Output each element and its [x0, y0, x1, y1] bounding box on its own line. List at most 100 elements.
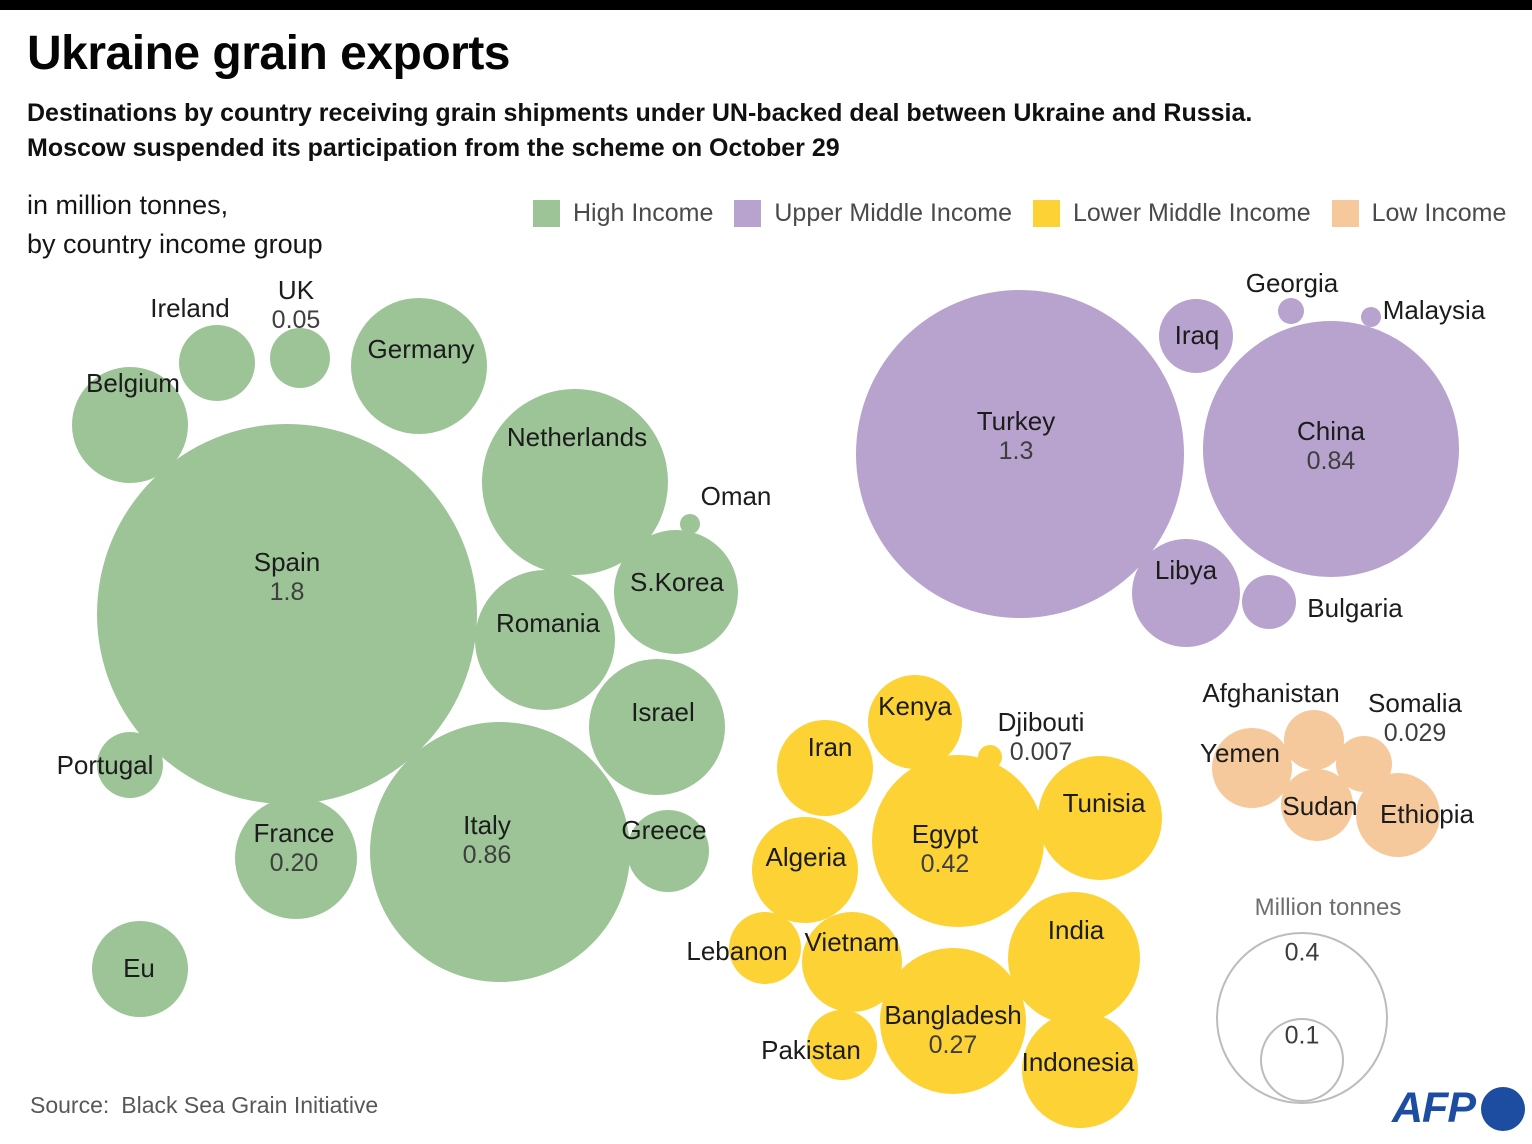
chart-subtitle: Destinations by country receiving grain … [27, 96, 1252, 166]
legend-label-high-income: High Income [573, 199, 714, 227]
bubble-country-name-belgium: Belgium [86, 368, 180, 398]
bubble-country-name-georgia: Georgia [1245, 268, 1339, 298]
subtitle-line-2: Moscow suspended its participation from … [27, 134, 840, 162]
legend-label-lower-middle-income: Lower Middle Income [1072, 199, 1311, 227]
bubble-label-yemen: Yemen [1200, 738, 1280, 768]
bubble-label-eu: Eu [123, 953, 155, 983]
bubble-label-ireland: Ireland [150, 293, 230, 323]
bubble-country-name-malaysia: Malaysia [1382, 295, 1486, 325]
legend-swatch-lower-middle-income [1032, 200, 1060, 227]
bubble-country-name-kenya: Kenya [878, 691, 952, 721]
bubble-value-turkey: 1.3 [998, 437, 1034, 465]
afp-logo-text: AFP [1392, 1084, 1476, 1132]
bubble-country-name-egypt: Egypt [911, 819, 979, 849]
bubble-country-name-india: India [1047, 915, 1105, 945]
legend-item-high-income: High Income [533, 199, 713, 228]
bubble-country-name-yemen: Yemen [1200, 738, 1280, 768]
bubble-label-france: France 0.20 [254, 818, 335, 878]
bubble-sudan [1281, 769, 1353, 841]
bubble-country-name-djibouti: Djibouti [997, 707, 1085, 737]
bubble-country-name-oman: Oman [700, 481, 772, 511]
size-legend-outer-circle [1216, 932, 1388, 1104]
source-line: Source: Black Sea Grain Initiative [30, 1092, 378, 1119]
bubble-label-sudan: Sudan [1282, 791, 1357, 821]
bubble-ethiopia [1356, 773, 1440, 857]
bubble-value-italy: 0.86 [462, 841, 512, 869]
bubble-label-oman: Oman [701, 481, 772, 511]
bubble-tunisia [1038, 756, 1162, 880]
bubble-value-uk: 0.05 [271, 306, 321, 334]
size-legend-value-large: 0.4 [1284, 938, 1320, 967]
units-note-line-2: by country income group [27, 229, 323, 259]
bubble-country-name-ireland: Ireland [150, 293, 230, 323]
bubble-value-china: 0.84 [1306, 447, 1356, 475]
bubble-label-afghanistan: Afghanistan [1202, 678, 1339, 708]
afp-logo: AFP [1392, 1084, 1525, 1133]
bubble-label-iraq: Iraq [1175, 320, 1220, 350]
bubble-israel [589, 659, 725, 795]
bubble-label-georgia: Georgia [1246, 268, 1339, 298]
bubble-france [235, 797, 357, 919]
bubble-label-algeria: Algeria [766, 842, 847, 872]
bubble-label-china: China 0.84 [1297, 416, 1365, 476]
bubble-country-name-uk: UK [277, 275, 315, 305]
bubble-country-name-germany: Germany [367, 334, 475, 364]
bubble-country-name-romania: Romania [495, 608, 601, 638]
legend-item-low-income: Low Income [1331, 199, 1507, 228]
bubble-label-djibouti: Djibouti 0.007 [998, 707, 1085, 767]
legend-label-upper-middle-income: Upper Middle Income [774, 199, 1012, 227]
bubble-value-spain: 1.8 [269, 578, 305, 606]
bubble-country-name-israel: Israel [631, 697, 695, 727]
legend-item-upper-middle-income: Upper Middle Income [734, 199, 1012, 228]
bubble-italy [370, 722, 630, 982]
bubble-label-somalia: Somalia 0.029 [1368, 688, 1462, 748]
bubble-country-name-portugal: Portugal [56, 750, 154, 780]
bubble-portugal [97, 732, 163, 798]
bubble-label-uk: UK 0.05 [272, 275, 321, 335]
bubble-label-israel: Israel [631, 697, 695, 727]
bubble-greece [627, 810, 709, 892]
bubble-country-name-bulgaria: Bulgaria [1307, 593, 1403, 623]
bubble-kenya [868, 675, 962, 769]
legend-swatch-upper-middle-income [734, 200, 762, 227]
bubble-country-name-somalia: Somalia [1368, 688, 1462, 718]
bubble-algeria [752, 817, 858, 923]
bubble-label-iran: Iran [808, 732, 853, 762]
bubble-country-name-pakistan: Pakistan [761, 1035, 861, 1065]
bubble-china [1203, 321, 1459, 577]
bubble-country-name-indonesia: Indonesia [1021, 1047, 1135, 1077]
legend-swatch-high-income [533, 200, 560, 227]
bubble-country-name-china: China [1297, 416, 1365, 446]
bubble-country-name-greece: Greece [621, 815, 707, 845]
size-legend-inner-circle [1260, 1018, 1344, 1102]
bubble-country-name-tunisia: Tunisia [1062, 788, 1146, 818]
bubble-country-name-iraq: Iraq [1174, 320, 1220, 350]
bubble-value-somalia: 0.029 [1383, 719, 1447, 747]
bubble-label-tunisia: Tunisia [1063, 788, 1146, 818]
bubble-eu [92, 921, 188, 1017]
legend-label-low-income: Low Income [1371, 199, 1507, 227]
bubble-label-s-korea: S.Korea [630, 567, 724, 597]
bubble-spain [97, 424, 477, 804]
subtitle-line-1: Destinations by country receiving grain … [27, 99, 1253, 127]
bubble-country-name-spain: Spain [253, 547, 321, 577]
bubble-iran [777, 720, 873, 816]
bubble-label-portugal: Portugal [57, 750, 154, 780]
bubble-romania [475, 570, 615, 710]
source-text: Black Sea Grain Initiative [121, 1092, 379, 1118]
bubble-label-romania: Romania [496, 608, 600, 638]
bubble-label-vietnam: Vietnam [805, 927, 900, 957]
bubble-oman [680, 514, 700, 534]
bubble-libya [1132, 539, 1240, 647]
bubble-afghanistan [1284, 710, 1344, 770]
bubble-iraq [1159, 299, 1233, 373]
bubble-germany [351, 298, 487, 434]
bubble-uk [270, 328, 330, 388]
source-label: Source: [30, 1092, 110, 1118]
bubble-label-ethiopia: Ethiopia [1380, 799, 1474, 829]
bubble-value-egypt: 0.42 [920, 850, 970, 878]
bubble-country-name-italy: Italy [463, 810, 511, 840]
bubble-country-name-eu: Eu [123, 953, 155, 983]
